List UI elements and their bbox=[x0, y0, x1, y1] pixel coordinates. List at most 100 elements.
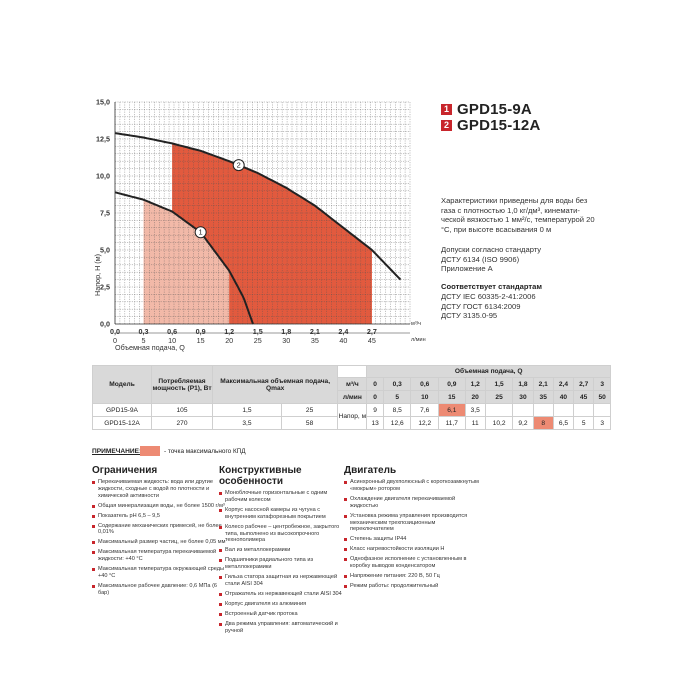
design-list: Моноблочные горизонтальные с одним рабоч… bbox=[219, 490, 344, 634]
y-axis-label: Напор, H (м) bbox=[93, 254, 102, 296]
x-tick-label-lmin: 35 bbox=[311, 336, 319, 345]
list-item: Асинхронный двухполюсный с короткозамкну… bbox=[344, 479, 479, 493]
cell-head: 8,5 bbox=[382, 403, 412, 417]
th-q-lmin: 25 bbox=[484, 390, 514, 404]
cell-power: 105 bbox=[151, 403, 213, 417]
x-tick-label-lmin: 15 bbox=[197, 336, 205, 345]
th-model: Модель bbox=[92, 365, 152, 404]
cell-head bbox=[573, 403, 595, 417]
standards-title: Соответствует стандартам bbox=[441, 282, 542, 291]
cell-head bbox=[593, 403, 611, 417]
x-tick-label-m3h: 0,0 bbox=[110, 327, 120, 336]
cell-qmax-m3h: 3,5 bbox=[212, 416, 282, 430]
column-design: Конструктивные особенности Моноблочные г… bbox=[219, 465, 344, 637]
chart-axes: 0,02,55,07,510,012,515,00,0 0,3 0,6 0,9 1,2 1… bbox=[93, 98, 426, 353]
th-q-lmin: 35 bbox=[532, 390, 554, 404]
max-efficiency-swatch bbox=[140, 446, 160, 456]
th-q-lmin: 20 bbox=[464, 390, 486, 404]
x-tick-label-m3h: 2,1 bbox=[310, 327, 320, 336]
table-row: GPD15-9A 105 1,5 25 Напор, м 9 8,5 7,6 6,1 3… bbox=[92, 403, 611, 430]
cell-head: 3 bbox=[593, 416, 611, 430]
chart-grid bbox=[114, 101, 411, 325]
th-unit-lmin: л/мин bbox=[337, 390, 368, 404]
cell-head bbox=[532, 403, 554, 417]
th-q-m3h: 0 bbox=[366, 377, 384, 391]
description-standards: ДСТУ IEC 60335-2-41:2006 ДСТУ ГОСТ 6134:… bbox=[441, 292, 536, 320]
curve-1 bbox=[114, 191, 254, 325]
column-motor: Двигатель Асинхронный двухполюсный с кор… bbox=[344, 465, 479, 593]
list-item: Вал из металлокерамики bbox=[219, 547, 344, 554]
th-qmax: Максимальная объемная подача, Qmax bbox=[211, 365, 339, 404]
y-tick-label: 7,5 bbox=[100, 209, 110, 218]
cell-head-label: Напор, м bbox=[337, 403, 368, 430]
th-q-m3h: 1,8 bbox=[512, 377, 534, 391]
list-item: Показатель pH 6,5 – 9,5 bbox=[92, 513, 227, 520]
list-item: Встроенный датчик протока bbox=[219, 611, 344, 618]
list-item: Моноблочные горизонтальные с одним рабоч… bbox=[219, 490, 344, 504]
x-tick-label-lmin: 40 bbox=[339, 336, 347, 345]
th-q-m3h: 3 bbox=[593, 377, 611, 391]
x-tick-label-m3h: 1,8 bbox=[281, 327, 291, 336]
th-q-lmin: 50 bbox=[593, 390, 611, 404]
th-q-m3h: 2,7 bbox=[573, 377, 595, 391]
curve-marker-label: 1 bbox=[199, 228, 203, 237]
y-tick-label: 15,0 bbox=[96, 98, 110, 107]
legend-number: 2 bbox=[441, 119, 452, 131]
th-q-lmin: 30 bbox=[512, 390, 534, 404]
th-q-m3h: 1,2 bbox=[464, 377, 486, 391]
x-tick-label-m3h: 1,5 bbox=[253, 327, 263, 336]
cell-head: 11,7 bbox=[438, 416, 466, 430]
table-header-row: Модель Потребляемая мощность (P1), Вт Ма… bbox=[92, 365, 611, 404]
th-q-lmin: 40 bbox=[552, 390, 575, 404]
cell-head: 6,1 bbox=[438, 403, 466, 417]
y-tick-label: 0,0 bbox=[100, 320, 110, 329]
x-tick-label-lmin: 45 bbox=[368, 336, 376, 345]
description-conditions: Характеристики приведены для воды без га… bbox=[441, 196, 595, 234]
cell-head: 9,2 bbox=[512, 416, 534, 430]
column-title: Двигатель bbox=[344, 465, 397, 476]
work-zone-1 bbox=[143, 199, 230, 324]
x-tick-label-lmin: 10 bbox=[168, 336, 176, 345]
legend-label: GPD15-9A bbox=[457, 100, 532, 118]
list-item: Класс нагревостойкости изоляции Н bbox=[344, 546, 479, 553]
cell-head: 3,5 bbox=[464, 403, 486, 417]
list-item: Максимальное рабочее давление: 0,6 МПа (… bbox=[92, 583, 227, 597]
curve-marker bbox=[232, 159, 245, 172]
cell-head: 8 bbox=[532, 416, 554, 430]
th-q-m3h: 2,4 bbox=[552, 377, 575, 391]
th-blank bbox=[337, 365, 368, 378]
cell-head: 5 bbox=[573, 416, 595, 430]
list-item: Колесо рабочее – центробежное, закрытого… bbox=[219, 524, 344, 545]
legend-item-2: 2 GPD15-12A bbox=[441, 117, 541, 134]
performance-chart: 12 0,02,55,07,510,012,515,00,0 0,3 0,6 0,9 1… bbox=[93, 98, 426, 353]
column-title: Конструктивные особенности bbox=[219, 465, 302, 487]
list-item: Режим работы: продолжительный bbox=[344, 583, 479, 590]
curve-marker bbox=[194, 226, 207, 239]
list-item: Охлаждение двигателя перекачиваемой жидк… bbox=[344, 496, 479, 510]
th-q-m3h: 0,9 bbox=[438, 377, 466, 391]
cell-head: 12,2 bbox=[410, 416, 440, 430]
th-q-m3h: 2,1 bbox=[532, 377, 554, 391]
x-tick-label-m3h: 2,4 bbox=[338, 327, 348, 336]
limitations-list: Перекачиваемая жидкость: вода или другие… bbox=[92, 479, 227, 597]
pump-curves: 12 bbox=[114, 132, 402, 325]
cell-head: 11 bbox=[464, 416, 486, 430]
th-q-lmin: 0 bbox=[366, 390, 384, 404]
x-tick-label-lmin: 0 bbox=[113, 336, 117, 345]
th-unit-m3h: м³/ч bbox=[337, 377, 368, 391]
th-power: Потребляемая мощность (P1), Вт bbox=[151, 365, 213, 404]
list-item: Максимальная температура перекачиваемой … bbox=[92, 549, 227, 563]
cell-model: GPD15-9A bbox=[92, 403, 152, 417]
list-item: Установка режима управления производится… bbox=[344, 513, 479, 534]
description-standards-title: Соответствует стандартам bbox=[441, 282, 601, 292]
th-flow: Объемная подача, Q bbox=[366, 365, 611, 378]
y-tick-label: 5,0 bbox=[100, 246, 110, 255]
x-tick-label-m3h: 0,3 bbox=[139, 327, 149, 336]
column-title: Ограничения bbox=[92, 465, 158, 476]
x-tick-label-lmin: 30 bbox=[282, 336, 290, 345]
x-tick-label-m3h: 2,7 bbox=[367, 327, 377, 336]
table-row: GPD15-12A 270 3,5 58 13 12,6 12,2 11,7 11 10,… bbox=[92, 416, 611, 430]
x-tick-label-m3h: 1,2 bbox=[224, 327, 234, 336]
y-tick-label: 2,5 bbox=[100, 283, 110, 292]
x-axis-label: Объемная подача, Q bbox=[115, 343, 185, 352]
